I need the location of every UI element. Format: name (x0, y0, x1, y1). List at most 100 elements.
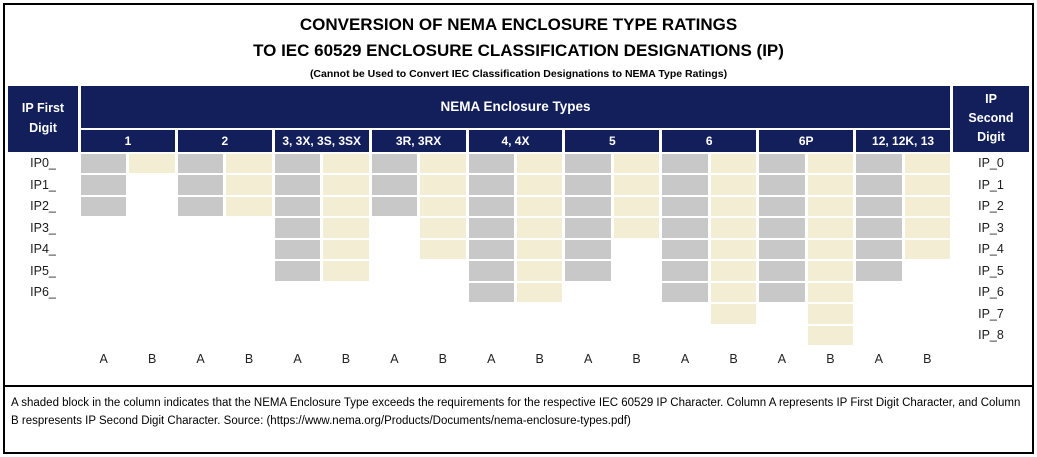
grid-cell-r4-c17 (904, 239, 950, 260)
header-ip-first-digit: IP First Digit (8, 85, 78, 152)
grid-cell-r0-c5 (323, 153, 369, 174)
grid-cell-r4-c0 (81, 239, 127, 260)
grid-cell-r1-c13 (710, 175, 757, 195)
grid-cell-r5-c0 (81, 261, 127, 281)
grid-cell-r1-c10 (565, 175, 611, 195)
row-label-left-6: IP6_ (8, 282, 78, 303)
grid-cell-r0-c14 (759, 153, 805, 174)
grid-cell-r4-c15 (807, 239, 854, 260)
row-label-right-8: IP_8 (952, 325, 1029, 346)
column-header-9: 12, 12K, 13 (856, 129, 950, 152)
grid-cell-r3-c12 (662, 218, 708, 238)
grid-cell-r4-c3 (226, 239, 272, 260)
grid-cell-r8-c15 (807, 325, 854, 346)
grid-cell-r5-c11 (613, 261, 660, 281)
grid-cell-r2-c13 (710, 196, 757, 217)
grid-cell-r3-c13 (710, 218, 757, 238)
row-label-left-0: IP0_ (8, 153, 78, 174)
grid-cell-r4-c13 (710, 239, 757, 260)
sub-column-letter-2: A (177, 347, 224, 367)
grid-cell-r6-c2 (177, 282, 224, 303)
grid-cell-r3-c0 (81, 218, 127, 238)
shading-grid: IP0_ IP_0 IP1_ IP_1 IP2_ IP_2 IP3_ IP_3 IP4_ IP_4… (8, 153, 1029, 367)
grid-cell-r7-c12 (662, 304, 708, 324)
grid-cell-r2-c2 (177, 196, 224, 217)
grid-cell-r4-c7 (420, 239, 466, 260)
grid-cell-r3-c10 (565, 218, 611, 238)
grid-cell-r3-c6 (371, 218, 418, 238)
row-label-left-2: IP2_ (8, 196, 78, 217)
grid-cell-r4-c4 (274, 239, 321, 260)
grid-cell-r2-c11 (613, 196, 660, 217)
letters-row-left-spacer (8, 347, 78, 367)
row-label-left-3: IP3_ (8, 218, 78, 238)
row-label-right-5: IP_5 (952, 261, 1029, 281)
row-label-right-2: IP_2 (952, 196, 1029, 217)
grid-cell-r7-c3 (226, 304, 272, 324)
column-header-4: 3R, 3RX (371, 129, 466, 152)
grid-cell-r0-c8 (468, 153, 514, 174)
column-header-6: 5 (565, 129, 660, 152)
grid-cell-r5-c6 (371, 261, 418, 281)
grid-cell-r8-c4 (274, 325, 321, 346)
grid-cell-r1-c6 (371, 175, 418, 195)
sub-column-letter-5: B (323, 347, 369, 367)
grid-cell-r3-c2 (177, 218, 224, 238)
grid-cell-r3-c5 (323, 218, 369, 238)
grid-cell-r2-c16 (856, 196, 902, 217)
grid-cell-r7-c14 (759, 304, 805, 324)
grid-cell-r4-c5 (323, 239, 369, 260)
grid-cell-r6-c4 (274, 282, 321, 303)
grid-cell-r1-c11 (613, 175, 660, 195)
grid-cell-r2-c10 (565, 196, 611, 217)
grid-cell-r5-c12 (662, 261, 708, 281)
grid-cell-r7-c16 (856, 304, 902, 324)
grid-cell-r7-c2 (177, 304, 224, 324)
grid-cell-r0-c13 (710, 153, 757, 174)
row-label-right-6: IP_6 (952, 282, 1029, 303)
row-label-right-0: IP_0 (952, 153, 1029, 174)
column-header-5: 4, 4X (468, 129, 563, 152)
grid-cell-r2-c3 (226, 196, 272, 217)
grid-cell-r6-c9 (516, 282, 563, 303)
grid-cell-r3-c3 (226, 218, 272, 238)
grid-cell-r1-c5 (323, 175, 369, 195)
row-label-left-8 (8, 325, 78, 346)
grid-cell-r3-c9 (516, 218, 563, 238)
grid-cell-r2-c1 (129, 196, 175, 217)
row-label-right-4: IP_4 (952, 239, 1029, 260)
grid-cell-r0-c3 (226, 153, 272, 174)
grid-cell-r4-c11 (613, 239, 660, 260)
row-label-left-7 (8, 304, 78, 324)
sub-column-letter-7: B (420, 347, 466, 367)
grid-cell-r0-c1 (129, 153, 175, 174)
grid-cell-r7-c7 (420, 304, 466, 324)
sub-column-letter-15: B (807, 347, 854, 367)
column-header-1: 1 (81, 129, 175, 152)
sub-column-letter-8: A (468, 347, 514, 367)
grid-cell-r1-c12 (662, 175, 708, 195)
grid-cell-r5-c5 (323, 261, 369, 281)
grid-cell-r3-c4 (274, 218, 321, 238)
sub-column-letter-16: A (856, 347, 902, 367)
grid-cell-r8-c17 (904, 325, 950, 346)
grid-cell-r8-c12 (662, 325, 708, 346)
sub-column-letter-4: A (274, 347, 321, 367)
grid-cell-r2-c5 (323, 196, 369, 217)
grid-cell-r2-c14 (759, 196, 805, 217)
title-block: CONVERSION OF NEMA ENCLOSURE TYPE RATING… (8, 5, 1029, 80)
grid-cell-r6-c7 (420, 282, 466, 303)
row-label-right-1: IP_1 (952, 175, 1029, 195)
grid-cell-r8-c10 (565, 325, 611, 346)
column-header-8: 6P (759, 129, 854, 152)
header-nema-enclosure-types: NEMA Enclosure Types (81, 85, 950, 128)
grid-cell-r3-c17 (904, 218, 950, 238)
grid-cell-r4-c12 (662, 239, 708, 260)
grid-cell-r6-c10 (565, 282, 611, 303)
grid-cell-r7-c17 (904, 304, 950, 324)
grid-cell-r1-c2 (177, 175, 224, 195)
sub-column-letter-1: B (129, 347, 175, 367)
grid-cell-r0-c2 (177, 153, 224, 174)
header-ip-first-digit-line-2: Digit (29, 120, 57, 135)
grid-cell-r7-c10 (565, 304, 611, 324)
